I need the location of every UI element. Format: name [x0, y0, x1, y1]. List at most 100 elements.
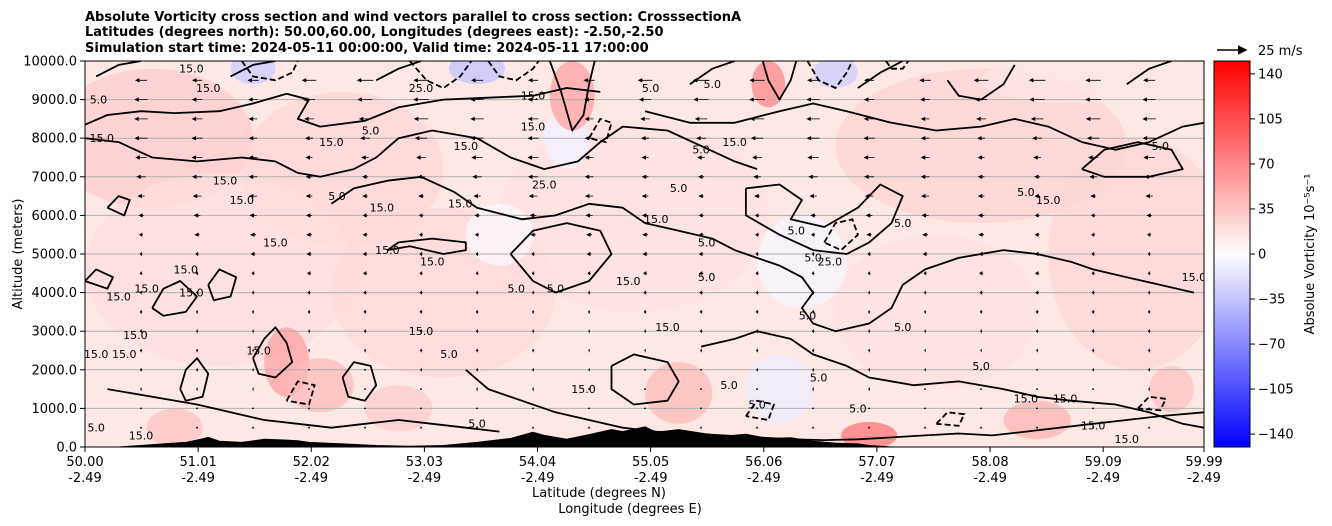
wind-vector — [637, 78, 653, 83]
contour-line-negative — [806, 61, 854, 90]
contour-label: 15.0 — [112, 348, 137, 361]
wind-vector — [527, 116, 539, 122]
wind-vector — [137, 193, 145, 199]
contour-label: 15.0 — [521, 120, 546, 133]
wind-vector — [1147, 329, 1151, 334]
wind-vector — [413, 116, 429, 122]
contour-label: 5.0 — [698, 271, 716, 284]
vorticity-blob — [835, 68, 1127, 224]
contour-label: 15.0 — [196, 82, 221, 95]
wind-vector — [752, 155, 763, 160]
y-tick-label: 1000.0 — [32, 402, 78, 417]
wind-vector — [195, 348, 199, 353]
wind-vector — [1034, 232, 1040, 237]
wind-vector — [808, 174, 818, 179]
contour-line — [375, 61, 422, 82]
wind-vector — [585, 213, 593, 218]
contour-label: 25.0 — [532, 178, 557, 191]
contour-label: 5.0 — [849, 402, 867, 415]
wind-vector — [248, 97, 258, 102]
contour-line — [106, 195, 131, 217]
wind-vector — [193, 213, 201, 218]
wind-vector — [194, 232, 200, 237]
contour-line-negative — [823, 218, 859, 252]
wind-vector — [419, 348, 423, 353]
wind-vector — [584, 155, 594, 160]
wind-vector — [475, 348, 479, 353]
wind-vector — [977, 155, 985, 160]
wind-vector — [1142, 97, 1156, 102]
wind-vector — [697, 155, 705, 160]
wind-vector — [1032, 136, 1043, 141]
vorticity-blob — [230, 61, 276, 85]
contour-line — [946, 64, 1016, 101]
contour-line — [761, 61, 798, 101]
wind-vector — [977, 174, 985, 179]
y-tick-label: 10000.0 — [23, 55, 77, 70]
contour-label: 15.0 — [420, 256, 445, 269]
x-axis-label-line-1: Latitude (degrees N) — [532, 486, 666, 501]
wind-vector — [139, 367, 143, 372]
wind-vector — [586, 232, 593, 237]
wind-vector — [140, 386, 142, 392]
contour-line — [745, 183, 904, 255]
wind-vector — [191, 116, 203, 122]
wind-vector — [1091, 251, 1095, 257]
wind-vector — [806, 97, 820, 102]
wind-vector — [811, 348, 815, 353]
wind-vector — [755, 232, 759, 237]
wind-vector — [191, 97, 203, 102]
colorbar-ticks: 140 105 70 35 0 −35 −70 −105 −140 — [1250, 67, 1294, 443]
wind-vector — [638, 97, 652, 102]
wind-vector — [924, 407, 926, 410]
wind-vector — [924, 388, 926, 390]
wind-vector — [1147, 309, 1151, 315]
y-tick-label: 4000.0 — [32, 286, 78, 301]
wind-vector — [922, 232, 929, 237]
wind-vector — [304, 116, 314, 122]
wind-vector — [980, 426, 982, 429]
wind-vector — [1148, 367, 1151, 372]
wind-vector — [811, 309, 815, 315]
wind-vector — [420, 407, 422, 410]
wind-vector — [307, 309, 311, 315]
x-tick-label-lon: -2.49 — [634, 471, 668, 486]
wind-vector — [139, 251, 143, 257]
wind-vector — [139, 309, 143, 315]
wind-vector — [475, 232, 480, 237]
wind-vector — [584, 136, 594, 141]
wind-vector — [584, 174, 594, 179]
wind-vector — [811, 251, 815, 257]
wind-vector — [196, 407, 198, 410]
contour-label: 15.0 — [263, 236, 288, 249]
wind-vector — [196, 367, 199, 372]
wind-vector — [251, 290, 255, 295]
wind-vector — [698, 251, 704, 257]
wind-vector — [644, 407, 646, 410]
wind-vector — [419, 309, 423, 315]
contour-label: 15.0 — [655, 321, 680, 334]
wind-vector — [420, 426, 422, 429]
x-tick-label-lon: -2.49 — [1086, 471, 1120, 486]
contour-label: 15.0 — [1182, 271, 1207, 284]
wind-vector — [978, 271, 984, 276]
vorticity-blob — [645, 362, 713, 424]
wind-vector — [528, 193, 538, 199]
x-axis-label-line-2: Longitude (degrees E) — [558, 502, 702, 517]
wind-vector — [753, 174, 761, 179]
wind-vector — [586, 251, 592, 257]
wind-vector — [532, 407, 534, 410]
contour-line — [85, 268, 114, 290]
y-axis: 0.0 1000.0 2000.0 3000.0 4000.0 5000.0 6000.0 7… — [23, 55, 85, 456]
wind-vector — [475, 251, 479, 257]
wind-vector — [248, 116, 258, 122]
contour-label: 15.0 — [1114, 433, 1139, 446]
contour-label: 15.0 — [616, 275, 641, 288]
wind-vector — [358, 116, 372, 122]
wind-vector — [530, 232, 536, 237]
x-tick-label-lat: 57.07 — [858, 455, 895, 470]
wind-vector — [924, 329, 926, 334]
wind-vector — [749, 97, 765, 102]
wind-vector — [470, 78, 484, 83]
wind-vector — [252, 386, 254, 392]
